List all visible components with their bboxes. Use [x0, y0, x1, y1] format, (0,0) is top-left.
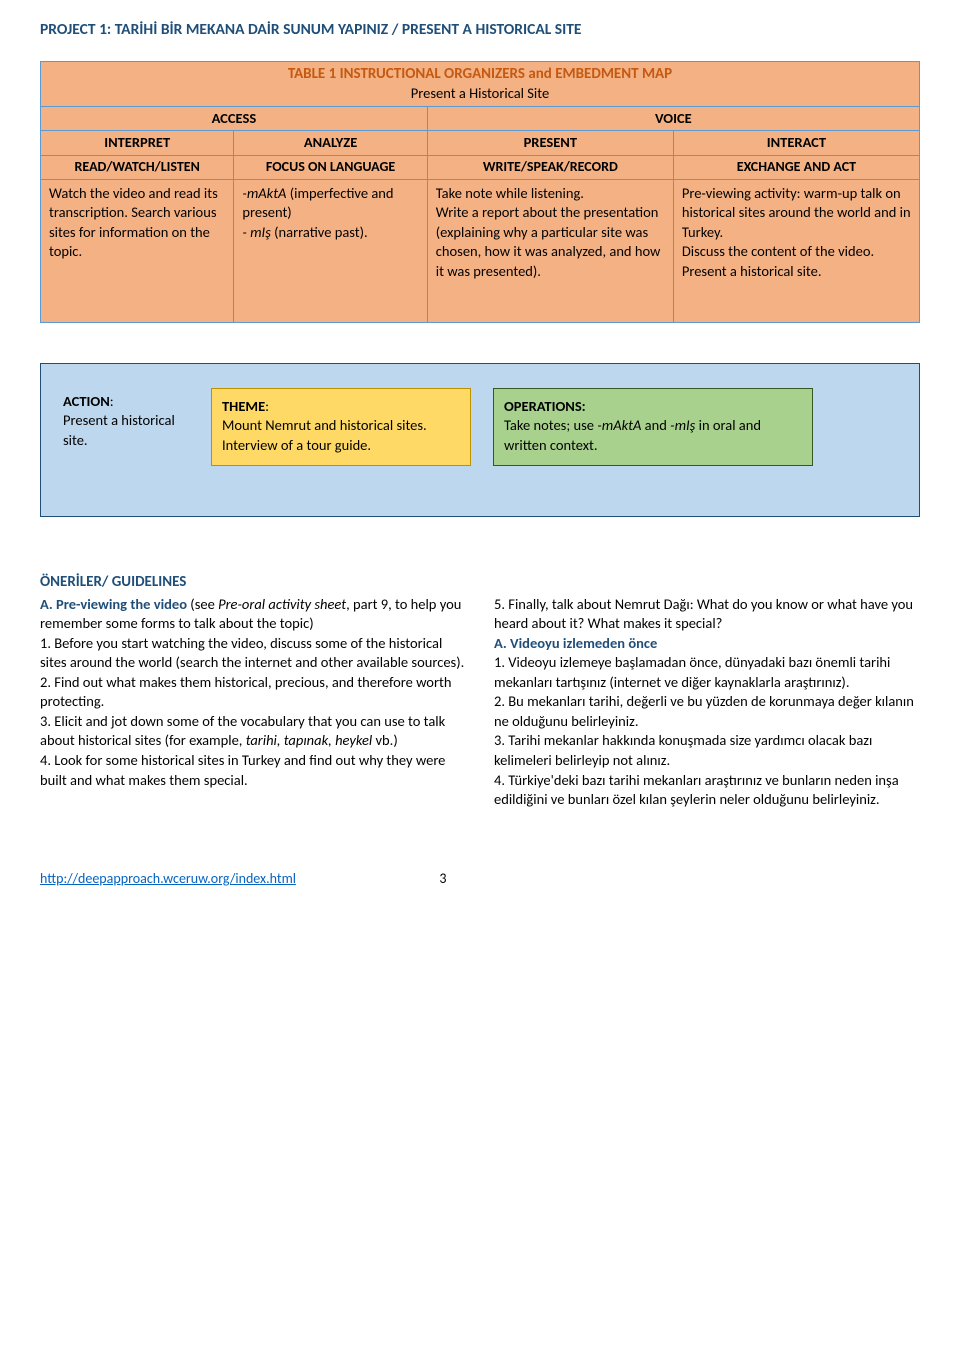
body-col1: Watch the video and read its transcripti…	[41, 179, 234, 322]
header-analyze: ANALYZE	[234, 131, 427, 156]
header-interact: INTERACT	[673, 131, 919, 156]
left-a-rest1: (see	[187, 595, 218, 613]
c2-t2: (narrative past).	[271, 223, 368, 241]
subheader-exchange: EXCHANGE AND ACT	[673, 155, 919, 179]
ops-i1: -mAktA	[597, 416, 641, 434]
project-title: PROJECT 1: TARİHİ BİR MEKANA DAİR SUNUM …	[40, 20, 920, 41]
ops-i2: -mIş	[670, 416, 695, 434]
header-access: ACCESS	[41, 106, 428, 131]
left-a-italic: Pre-oral activity sheet	[218, 595, 346, 613]
page-number: 3	[439, 870, 446, 889]
right-item-1: 1. Videoyu izlemeye başlamadan önce, dün…	[494, 653, 920, 692]
table-subtitle: Present a Historical Site	[45, 84, 915, 104]
table-caption-cell: TABLE 1 INSTRUCTIONAL ORGANIZERS and EMB…	[41, 61, 920, 106]
right-item-3: 3. Tarihi mekanlar hakkında konuşmada si…	[494, 731, 920, 770]
body-col3: Take note while listening. Write a repor…	[427, 179, 673, 322]
right-a-label: A. Videoyu izlemeden önce	[494, 634, 657, 652]
left-item-3b: tarihi, tapınak, heykel	[246, 731, 373, 749]
operations-box: OPERATIONS: Take notes; use -mAktA and -…	[493, 388, 813, 467]
right-item-5: 5. Finally, talk about Nemrut Dağı: What…	[494, 595, 920, 634]
right-item-4: 4. Türkiye'deki bazı tarihi mekanları ar…	[494, 771, 920, 810]
boxes-container: ACTION: Present a historical site. THEME…	[40, 363, 920, 518]
ops-t2: and	[641, 416, 670, 434]
left-item-4: 4. Look for some historical sites in Tur…	[40, 751, 466, 790]
body-col1-text: Watch the video and read its transcripti…	[49, 184, 225, 262]
left-item-3c: vb.)	[372, 731, 398, 749]
action-box: ACTION: Present a historical site.	[59, 388, 189, 455]
subheader-read: READ/WATCH/LISTEN	[41, 155, 234, 179]
theme-label: THEME	[222, 397, 265, 415]
guidelines-header: ÖNERİLER/ GUIDELINES	[40, 572, 920, 592]
ops-t1: Take notes; use	[504, 416, 597, 434]
header-interpret: INTERPRET	[41, 131, 234, 156]
left-a-label: A. Pre-viewing the video	[40, 595, 187, 613]
guidelines-columns: A. Pre-viewing the video (see Pre-oral a…	[40, 595, 920, 810]
subheader-focus: FOCUS ON LANGUAGE	[234, 155, 427, 179]
c2-italic1: -mAktA	[242, 184, 286, 202]
body-col2: -mAktA (imperfective and present) - mIş …	[234, 179, 427, 322]
page-footer: http://deepapproach.wceruw.org/index.htm…	[40, 870, 920, 889]
left-item-2: 2. Find out what makes them historical, …	[40, 673, 466, 712]
right-item-2: 2. Bu mekanları tarihi, değerli ve bu yü…	[494, 692, 920, 731]
table-caption: TABLE 1 INSTRUCTIONAL ORGANIZERS and EMB…	[45, 64, 915, 84]
guidelines-right-col: 5. Finally, talk about Nemrut Dağı: What…	[494, 595, 920, 810]
header-voice: VOICE	[427, 106, 919, 131]
ops-label: OPERATIONS:	[504, 397, 586, 415]
theme-box: THEME: Mount Nemrut and historical sites…	[211, 388, 471, 467]
subheader-write: WRITE/SPEAK/RECORD	[427, 155, 673, 179]
guidelines-left-col: A. Pre-viewing the video (see Pre-oral a…	[40, 595, 466, 810]
action-label: ACTION	[63, 392, 110, 410]
c2-italic2: - mIş	[242, 223, 270, 241]
body-col4: Pre-viewing activity: warm-up talk on hi…	[673, 179, 919, 322]
left-item-1: 1. Before you start watching the video, …	[40, 634, 466, 673]
footer-link[interactable]: http://deepapproach.wceruw.org/index.htm…	[40, 870, 296, 889]
instructional-table: TABLE 1 INSTRUCTIONAL ORGANIZERS and EMB…	[40, 61, 920, 323]
header-present: PRESENT	[427, 131, 673, 156]
